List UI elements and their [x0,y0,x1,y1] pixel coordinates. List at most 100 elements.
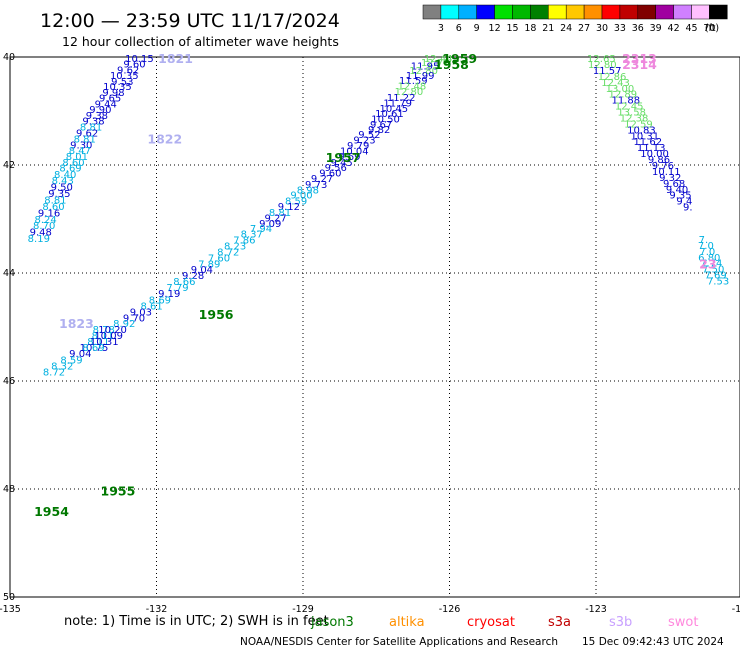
wave-height-label: 10.45 [380,104,409,115]
wave-height-label: 8.59 [285,197,307,208]
wave-height-label: 9. [683,203,693,214]
wave-height-label: 9.62 [76,129,98,140]
mission-label-swot: swot [668,615,698,630]
wave-height-label: 9.03 [130,307,152,318]
wave-height-label: 8.24 [35,215,57,226]
wave-height-label: 9.70 [123,313,145,324]
wave-height-label: 9.45 [330,158,352,169]
wave-height-colorbar: 3 6 9 12 15 18 21 24 27 30 33 36 39 42 45 70(ft) [422,4,728,34]
footer-credit: NOAA/NESDIS Center for Satellite Applica… [240,636,558,648]
wave-height-label: 7.53 [707,277,729,288]
wave-height-label: 9.32 [659,173,681,184]
map-grid [10,57,740,597]
y-tick-label: 40 [3,52,15,63]
colorbar-swatch [691,4,710,20]
wave-height-label: 9.56 [325,163,347,174]
wave-height-label: 10.09 [94,331,123,342]
colorbar-unit-label: (ft) [705,23,719,34]
colorbar-swatch [512,4,531,20]
wave-height-label: 8.69 [59,164,81,175]
pass-time-label: 1956 [199,307,234,322]
wave-height-label: 9.12 [278,202,300,213]
wave-height-label: 12.38 [620,113,649,124]
mission-label-cryosat: cryosat [467,615,515,630]
wave-height-label: 8.81 [269,208,291,219]
wave-height-label: 9.52 [358,130,380,141]
wave-height-label: 13.58 [617,108,646,119]
colorbar-swatch [476,4,495,20]
pass-time-label: 1823 [59,316,94,331]
colorbar-tick-label: 33 [614,23,626,34]
wave-height-label: 9.68 [663,179,685,190]
pass-time-labels: 1821182218231959195819571956195519542313… [34,51,716,519]
wave-height-label: 12.48 [398,82,427,93]
wave-height-label: 8.81 [74,135,96,146]
wave-height-label: 9.38 [86,111,108,122]
wave-height-label: 8.60 [62,158,84,169]
colorbar-tick-label: 6 [456,23,462,34]
plot-frame [9,56,740,598]
wave-height-label: 9.82 [368,125,390,136]
colorbar-swatch [440,4,460,20]
colorbar-tick-label: 18 [524,23,536,34]
y-tick-label: 46 [3,376,15,387]
colorbar-swatch [673,4,692,20]
wave-height-label: 12.80 [588,60,617,71]
wave-height-label: 8.11 [87,337,109,348]
pass-time-label: 1957 [326,150,361,165]
pass-time-label: 1955 [101,484,136,499]
x-tick-label: -123 [585,604,607,615]
wave-height-label: 10.35 [103,82,132,93]
colorbar-swatch [583,4,603,20]
wave-height-label: 8.01 [66,152,88,163]
wave-height-label: 9.73 [305,180,327,191]
x-tick-label: -129 [292,604,314,615]
wave-height-label: 9.67 [370,120,392,131]
wave-height-label: 9.23 [353,136,375,147]
wave-height-label: 10.20 [98,325,127,336]
wave-height-label: 9.00 [290,191,312,202]
wave-height-label: 9.4 [676,197,692,208]
colorbar-tick-label: 12 [489,23,501,34]
wave-height-label: 10.11 [652,167,681,178]
colorbar-swatch [494,4,513,20]
mission-label-s3a: s3a [548,615,571,630]
colorbar-tick-label: 39 [650,23,662,34]
y-tick-label: 42 [3,160,15,171]
wave-height-label: 9.30 [70,140,92,151]
wave-height-label: 11.59 [399,76,428,87]
wave-height-label: 10.00 [640,149,669,160]
wave-height-label: 11.22 [387,93,416,104]
wave-height-label: 9.04 [69,349,91,360]
wave-height-label: 9.48 [30,227,52,238]
wave-height-label: 9.35 [669,191,691,202]
wave-height-label: 11.13 [637,143,666,154]
wave-height-label: 9.62 [117,65,139,76]
colorbar-tick-label: 24 [560,23,572,34]
wave-height-label: 8.70 [33,221,55,232]
wave-height-label: 12.71 [421,58,450,69]
wave-height-label: 8.69 [149,295,171,306]
wave-height-label: 9.69 [338,152,360,163]
colorbar-tick-label: 36 [632,23,644,34]
wave-height-label: 9.35 [48,189,70,200]
wave-height-label: 9.44 [95,99,117,110]
colorbar-tick-label: 15 [506,23,518,34]
wave-height-label: 9.27 [265,213,287,224]
wave-height-label: 11.79 [383,98,412,109]
wave-height-label: 7.89 [198,259,220,270]
wave-height-label: 7.0 [698,241,714,252]
wave-height-label: 9.86 [648,155,670,166]
colorbar-tick-label: 42 [668,23,680,34]
wave-height-label: 12.65 [587,54,616,65]
wave-height-label: 8.60 [42,202,64,213]
wave-height-label: 8.81 [80,123,102,134]
wave-height-label: 10.31 [631,131,660,142]
wave-height-label: 9.60 [123,59,145,70]
wave-height-label: 8.11 [92,331,114,342]
wave-height-label: 9.98 [102,88,124,99]
wave-height-label: 8.19 [28,234,50,245]
wave-height-label: 8.72 [43,367,65,378]
pass-time-label: 2313 [622,51,657,66]
